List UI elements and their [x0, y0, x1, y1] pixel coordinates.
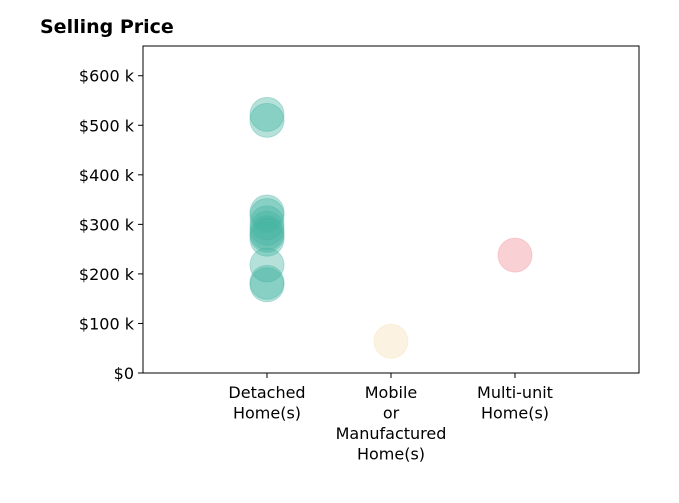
- data-point: [373, 323, 409, 359]
- x-axis: Detached Home(s) Mobile or Manufactured Home(…: [228, 373, 553, 464]
- data-point: [249, 267, 285, 303]
- data-point: [249, 194, 285, 230]
- y-tick-label: $400 k: [79, 166, 135, 185]
- data-points: [249, 96, 533, 359]
- y-tick-label: $500 k: [79, 116, 135, 135]
- x-tick-label: Multi-unit Home(s): [477, 383, 553, 423]
- data-point: [249, 264, 285, 300]
- data-point: [249, 217, 285, 253]
- data-point: [249, 197, 285, 233]
- data-point: [249, 210, 285, 246]
- data-point: [497, 237, 533, 273]
- y-tick-label: $200 k: [79, 265, 135, 284]
- x-tick-label: Mobile or Manufactured Home(s): [336, 383, 447, 464]
- y-axis: $0 $100 k $200 k $300 k $400 k $500 k $600 k: [79, 67, 143, 383]
- data-point: [249, 102, 285, 138]
- y-tick-label: $600 k: [79, 67, 135, 86]
- data-point: [249, 215, 285, 251]
- y-tick-label: $0: [114, 364, 134, 383]
- data-point: [249, 221, 285, 257]
- x-tick-label: Detached Home(s): [228, 383, 305, 423]
- data-point: [249, 205, 285, 241]
- data-point: [249, 247, 285, 283]
- y-tick-label: $100 k: [79, 314, 135, 333]
- chart-title: Selling Price: [40, 16, 174, 38]
- y-tick-label: $300 k: [79, 215, 135, 234]
- data-point: [249, 96, 285, 132]
